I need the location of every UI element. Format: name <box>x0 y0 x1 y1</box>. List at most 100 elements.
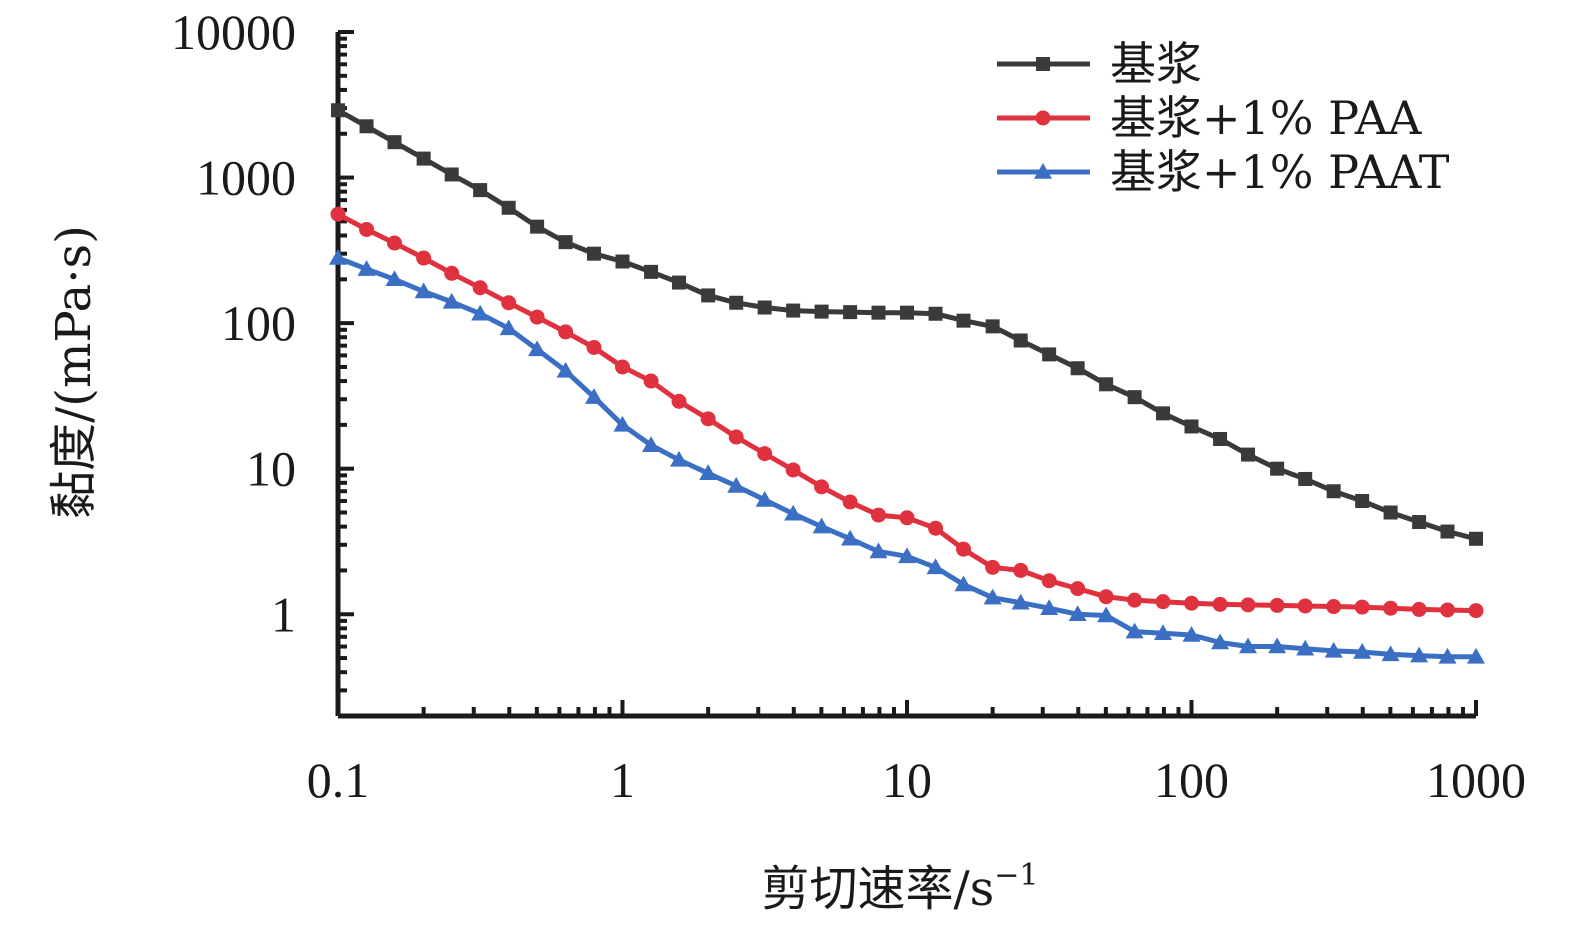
data-point-square <box>473 183 488 198</box>
data-point-square <box>814 304 829 319</box>
series-layer <box>329 103 1485 664</box>
y-tick-label: 1 <box>271 586 296 642</box>
data-point-circle <box>1439 602 1455 618</box>
data-point-circle <box>359 221 375 237</box>
data-point-square <box>1355 493 1370 508</box>
data-point-circle <box>928 520 944 536</box>
data-point-circle <box>671 393 687 409</box>
data-point-triangle <box>471 304 490 321</box>
data-point-circle <box>1155 594 1171 610</box>
data-point-triangle <box>1040 599 1059 615</box>
legend-item: 基浆 <box>997 37 1202 91</box>
data-point-triangle <box>1068 605 1087 622</box>
data-point-triangle <box>1296 639 1315 656</box>
data-point-triangle <box>1467 647 1485 664</box>
data-point-triangle <box>385 270 404 287</box>
data-point-triangle <box>670 450 689 467</box>
data-point-square <box>1013 333 1028 348</box>
data-point-circle <box>785 462 801 478</box>
data-point-circle <box>899 510 915 526</box>
data-point-circle <box>1127 592 1143 608</box>
data-point-square <box>331 103 345 118</box>
data-point-triangle <box>442 292 461 309</box>
data-point-square <box>985 319 1000 334</box>
data-point-circle <box>757 446 773 462</box>
series-3 <box>329 249 1485 664</box>
axes: 0.1 1 10 100 1000 1 10 100 1000 10000 <box>171 4 1526 808</box>
legend-item: 基浆+1% PAAT <box>997 145 1450 199</box>
data-point-triangle <box>727 477 746 493</box>
data-point-triangle <box>983 588 1002 605</box>
x-tick-label: 10 <box>882 752 932 808</box>
data-point-square <box>843 305 858 320</box>
data-point-triangle <box>1268 637 1287 654</box>
data-point-square <box>1213 431 1228 446</box>
data-point-square <box>1412 515 1427 530</box>
legend-item: 基浆+1% PAA <box>997 91 1422 145</box>
data-point-circle <box>643 373 659 389</box>
data-point-triangle <box>357 260 376 276</box>
data-point-triangle <box>1324 641 1343 658</box>
data-point-circle <box>330 206 346 222</box>
y-axis-title: 黏度/(mPa·s) <box>46 225 102 519</box>
data-point-square <box>644 264 659 279</box>
data-point-circle <box>1326 599 1342 615</box>
y-tick-label: 10 <box>246 441 296 497</box>
data-point-triangle <box>1125 622 1144 639</box>
data-point-square <box>359 119 374 134</box>
data-point-circle <box>1354 599 1370 615</box>
data-point-square <box>586 246 601 261</box>
data-point-circle <box>1240 597 1256 613</box>
data-point-triangle <box>1353 643 1372 659</box>
legend-label: 基浆+1% PAAT <box>1110 145 1450 199</box>
data-point-triangle <box>528 340 547 357</box>
data-point-square <box>1099 377 1114 392</box>
data-point-triangle <box>584 388 603 404</box>
data-point-square <box>1036 57 1050 71</box>
x-tick-label: 100 <box>1154 752 1229 808</box>
data-point-circle <box>956 541 972 557</box>
data-point-square <box>444 167 459 182</box>
data-point-circle <box>728 429 744 445</box>
y-tick-label: 100 <box>221 295 296 351</box>
data-point-triangle <box>699 464 718 481</box>
data-point-square <box>729 295 744 310</box>
data-point-square <box>387 135 402 150</box>
data-point-square <box>615 254 630 269</box>
data-point-square <box>757 300 772 315</box>
data-point-triangle <box>642 436 661 452</box>
data-point-triangle <box>841 529 860 546</box>
data-point-triangle <box>869 542 888 559</box>
data-point-circle <box>501 295 517 311</box>
y-tick-label: 10000 <box>171 4 296 60</box>
data-point-square <box>501 200 516 215</box>
data-point-circle <box>1098 589 1114 605</box>
data-point-circle <box>387 235 403 251</box>
data-point-circle <box>1297 598 1313 614</box>
data-point-triangle <box>1097 606 1116 623</box>
data-point-square <box>1241 447 1256 462</box>
data-point-triangle <box>1381 645 1400 662</box>
data-point-square <box>1298 471 1313 486</box>
data-point-circle <box>472 280 488 296</box>
data-point-triangle <box>898 547 916 564</box>
data-point-triangle <box>329 249 347 265</box>
data-point-triangle <box>1410 646 1429 663</box>
data-point-square <box>1042 347 1057 362</box>
x-axis-title: 剪切速率/s−1 <box>761 858 1038 917</box>
data-point-square <box>1270 461 1285 476</box>
data-point-triangle <box>1011 593 1030 610</box>
data-point-circle <box>1212 596 1228 612</box>
data-point-triangle <box>1239 637 1258 654</box>
data-point-triangle <box>926 558 945 575</box>
data-point-square <box>1127 390 1142 405</box>
data-point-square <box>871 305 886 320</box>
data-point-triangle <box>1153 624 1172 641</box>
data-point-triangle <box>1438 647 1457 664</box>
data-point-square <box>1070 361 1085 376</box>
data-point-triangle <box>1211 633 1230 650</box>
legend-label: 基浆 <box>1110 37 1202 91</box>
data-point-circle <box>1013 562 1029 578</box>
